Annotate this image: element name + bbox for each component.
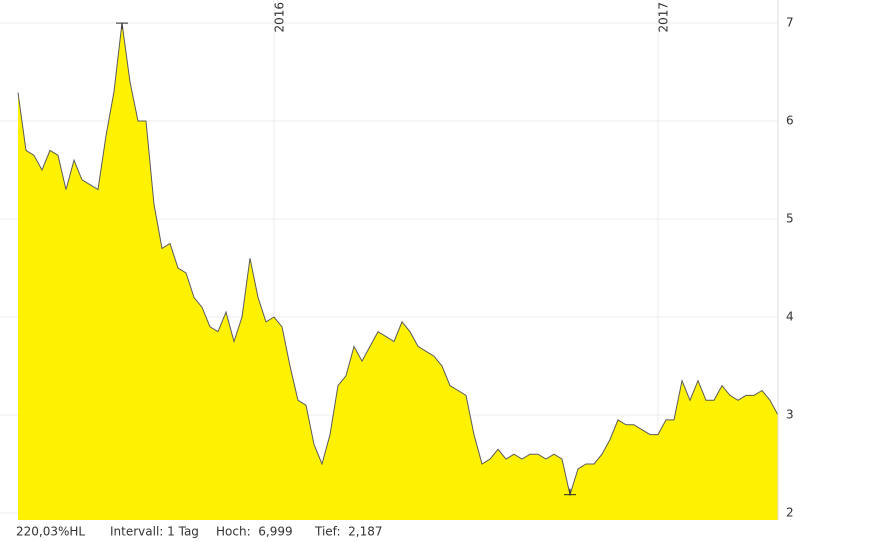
- footer-text: Tief: 2,187: [314, 525, 383, 539]
- y-tick-label: 6: [786, 114, 794, 128]
- price-line: [17, 23, 779, 497]
- x-tick-label: 2017: [657, 2, 671, 33]
- y-tick-label: 4: [786, 310, 794, 324]
- y-tick-label: 2: [786, 506, 794, 520]
- y-tick-label: 3: [786, 408, 794, 422]
- y-tick-label: 7: [786, 16, 794, 30]
- footer-text: Hoch: 6,999: [216, 525, 293, 539]
- footer-text: 220,03%HL: [16, 525, 85, 539]
- area-fill: [18, 23, 778, 521]
- y-tick-label: 5: [786, 212, 794, 226]
- x-tick-label: 2016: [273, 2, 287, 33]
- footer-text: Intervall: 1 Tag: [110, 525, 199, 539]
